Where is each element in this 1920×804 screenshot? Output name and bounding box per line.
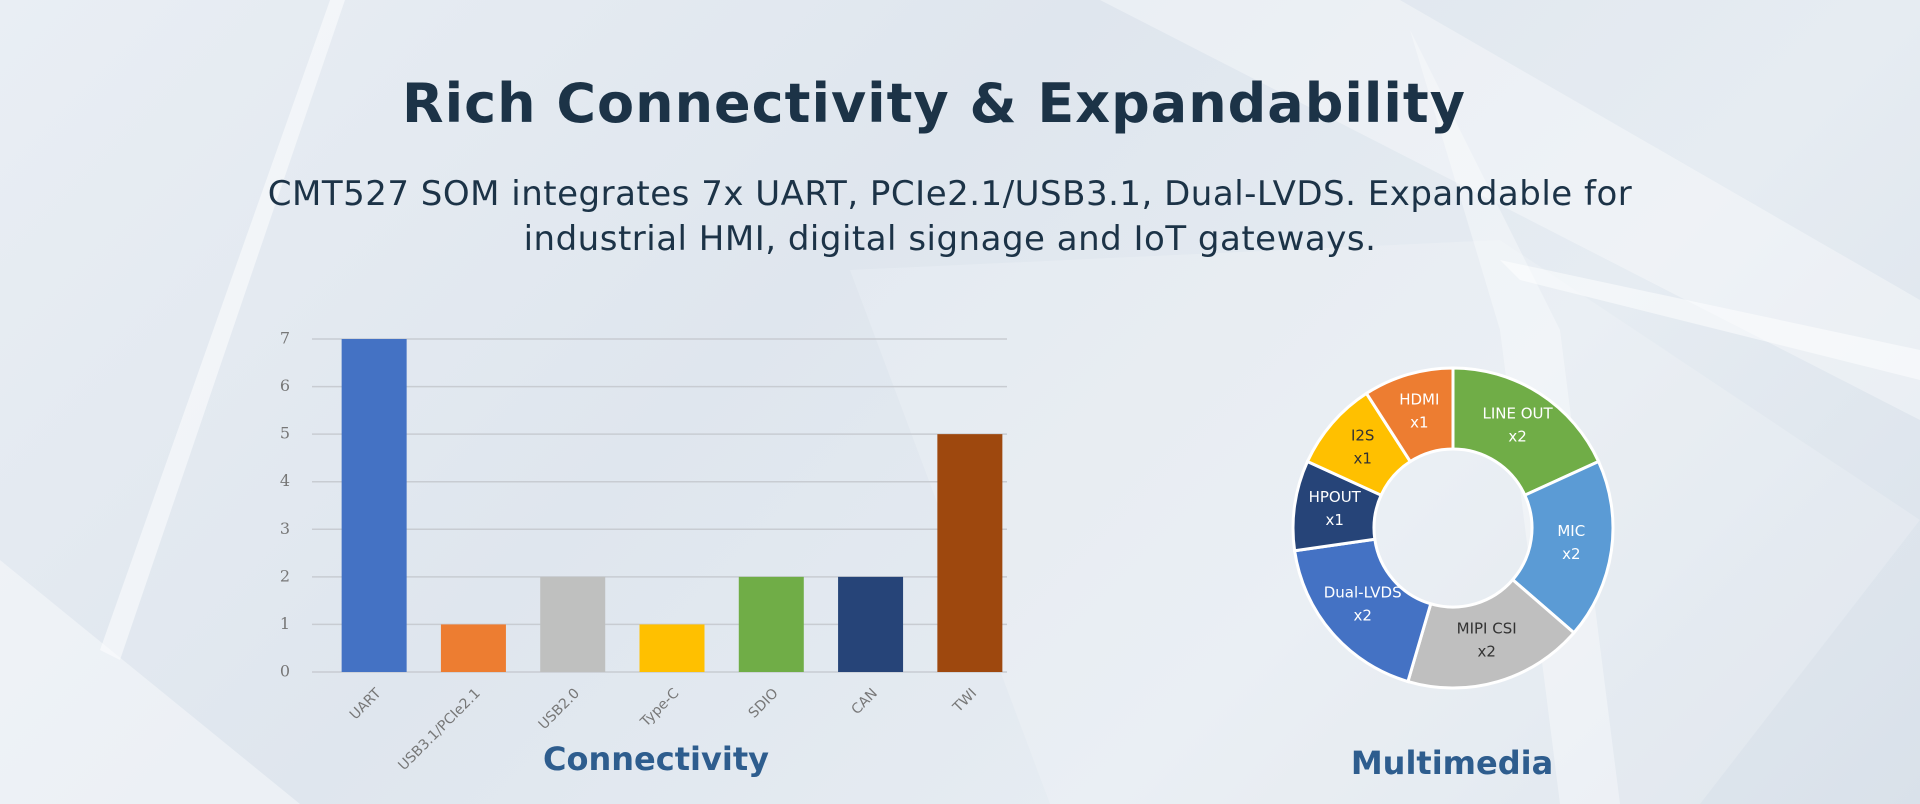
- slice-label: HPOUT: [1309, 488, 1362, 506]
- y-tick-label: 4: [280, 471, 290, 490]
- pie-slice: [1406, 577, 1577, 690]
- x-tick-label: Type-C: [637, 685, 682, 730]
- x-tick-label: SDIO: [746, 686, 782, 722]
- slice-value-label: x2: [1353, 606, 1371, 624]
- y-tick-label: 5: [280, 424, 290, 443]
- slice-value-label: x2: [1477, 643, 1495, 661]
- slice-label: HDMI: [1399, 390, 1439, 408]
- page-title: Rich Connectivity & Expandability: [402, 72, 1466, 135]
- slice-label: LINE OUT: [1483, 404, 1554, 422]
- bar: [639, 624, 705, 672]
- slice-value-label: x2: [1508, 427, 1526, 445]
- bar: [838, 576, 904, 672]
- x-tick-label: UART: [347, 685, 385, 723]
- bar: [341, 339, 407, 672]
- x-tick-label: TWI: [949, 686, 980, 717]
- pie-slice: [1292, 537, 1433, 684]
- y-tick-label: 0: [280, 662, 290, 681]
- chart-title: Multimedia: [1351, 744, 1553, 782]
- slice-label: MIC: [1557, 522, 1585, 540]
- bar: [540, 576, 606, 672]
- slice-value-label: x1: [1353, 450, 1371, 468]
- y-tick-label: 3: [280, 519, 290, 538]
- y-tick-label: 2: [280, 566, 290, 585]
- y-tick-label: 6: [280, 376, 290, 395]
- bar: [738, 576, 804, 672]
- y-tick-label: 1: [280, 614, 290, 633]
- x-tick-label: USB2.0: [536, 686, 583, 733]
- x-tick-label: CAN: [848, 686, 880, 718]
- slice-value-label: x2: [1562, 545, 1580, 563]
- slice-value-label: x1: [1410, 413, 1428, 431]
- chart-title: Connectivity: [543, 740, 769, 778]
- y-tick-label: 7: [280, 329, 290, 348]
- bar: [937, 434, 1003, 672]
- x-tick-label: USB3.1/PCIe2.1: [395, 686, 483, 774]
- page-subtitle: CMT527 SOM integrates 7x UART, PCIe2.1/U…: [267, 174, 1633, 259]
- slice-label: Dual-LVDS: [1324, 583, 1402, 601]
- bar: [440, 624, 506, 672]
- pie-slice: [1451, 366, 1601, 498]
- slice-label: I2S: [1351, 427, 1375, 445]
- slice-label: MIPI CSI: [1457, 620, 1517, 638]
- pie-slice: [1364, 366, 1455, 464]
- pie-slice: [1510, 459, 1615, 635]
- slice-value-label: x1: [1326, 511, 1344, 529]
